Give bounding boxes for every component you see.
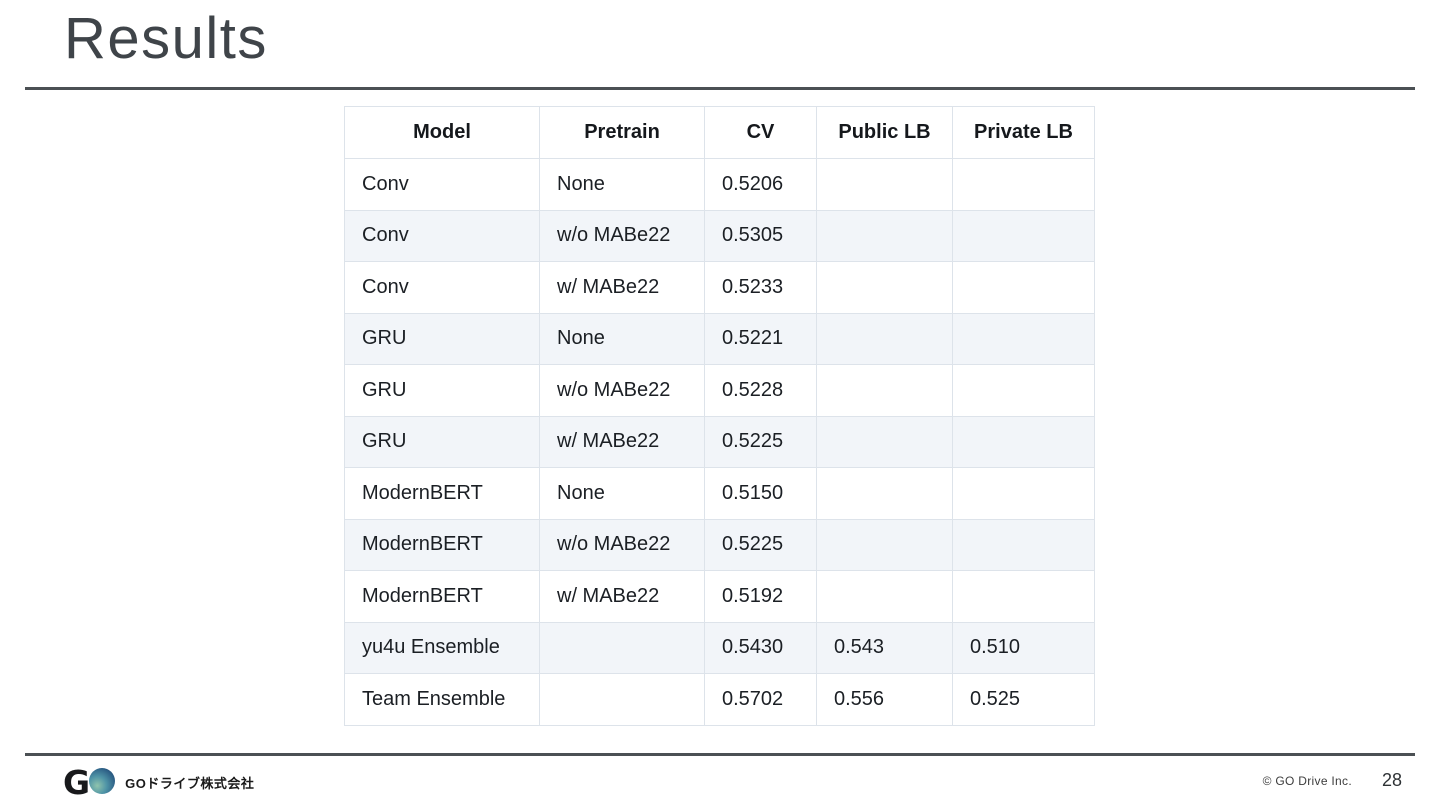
cell-pretrain: None — [539, 158, 705, 211]
cell-public-lb — [816, 261, 953, 314]
column-header-model: Model — [344, 106, 540, 159]
cell-public-lb: 0.543 — [816, 621, 953, 674]
cell-cv: 0.5430 — [704, 621, 817, 674]
cell-model: GRU — [344, 364, 540, 417]
cell-private-lb — [952, 209, 1095, 262]
cell-public-lb — [816, 364, 953, 417]
column-header-pretrain: Pretrain — [539, 106, 705, 159]
cell-cv: 0.5702 — [704, 673, 817, 726]
cell-model: yu4u Ensemble — [344, 621, 540, 674]
table-header-row: Model Pretrain CV Public LB Private LB — [344, 106, 1095, 159]
table-row: Team Ensemble 0.5702 0.556 0.525 — [344, 673, 1095, 726]
cell-public-lb — [816, 467, 953, 520]
cell-private-lb — [952, 364, 1095, 417]
footer-right: © GO Drive Inc. 28 — [1263, 770, 1402, 791]
cell-private-lb — [952, 570, 1095, 623]
cell-pretrain — [539, 621, 705, 674]
cell-model: ModernBERT — [344, 518, 540, 571]
cell-private-lb — [952, 467, 1095, 520]
cell-model: Conv — [344, 261, 540, 314]
footer-company-name: GOドライブ株式会社 — [125, 776, 255, 791]
column-header-cv: CV — [704, 106, 817, 159]
cell-pretrain — [539, 673, 705, 726]
cell-pretrain: None — [539, 467, 705, 520]
cell-public-lb — [816, 312, 953, 365]
cell-model: Conv — [344, 158, 540, 211]
cell-cv: 0.5150 — [704, 467, 817, 520]
cell-cv: 0.5221 — [704, 312, 817, 365]
globe-icon — [89, 768, 116, 794]
table-row: Conv w/o MABe22 0.5305 — [344, 209, 1095, 262]
cell-private-lb — [952, 415, 1095, 468]
cell-cv: 0.5228 — [704, 364, 817, 417]
results-table: Model Pretrain CV Public LB Private LB Conv N… — [344, 106, 1095, 726]
table-body: Conv None 0.5206 Conv w/o MABe22 0.5305 Conv w/… — [344, 158, 1095, 726]
cell-public-lb — [816, 518, 953, 571]
cell-public-lb — [816, 570, 953, 623]
page-number: 28 — [1381, 770, 1402, 790]
cell-private-lb: 0.525 — [952, 673, 1095, 726]
copyright-text: © GO Drive Inc. — [1262, 773, 1352, 788]
column-header-public-lb: Public LB — [816, 106, 953, 159]
table-row: Conv w/ MABe22 0.5233 — [344, 261, 1095, 314]
cell-pretrain: w/ MABe22 — [539, 415, 705, 468]
go-logo: G — [63, 763, 116, 802]
table-row: ModernBERT None 0.5150 — [344, 467, 1095, 520]
footer-left: G GOドライブ株式会社 — [63, 766, 254, 799]
cell-cv: 0.5225 — [704, 518, 817, 571]
cell-public-lb: 0.556 — [816, 673, 953, 726]
cell-cv: 0.5305 — [704, 209, 817, 262]
cell-model: Conv — [344, 209, 540, 262]
cell-pretrain: w/o MABe22 — [539, 209, 705, 262]
cell-pretrain: w/ MABe22 — [539, 261, 705, 314]
table-row: GRU None 0.5221 — [344, 312, 1095, 365]
table-row: yu4u Ensemble 0.5430 0.543 0.510 — [344, 621, 1095, 674]
cell-pretrain: w/o MABe22 — [539, 518, 705, 571]
cell-public-lb — [816, 415, 953, 468]
cell-cv: 0.5225 — [704, 415, 817, 468]
table-row: Conv None 0.5206 — [344, 158, 1095, 211]
table-row: ModernBERT w/ MABe22 0.5192 — [344, 570, 1095, 623]
cell-cv: 0.5233 — [704, 261, 817, 314]
column-header-private-lb: Private LB — [952, 106, 1095, 159]
cell-private-lb — [952, 158, 1095, 211]
cell-pretrain: None — [539, 312, 705, 365]
cell-model: GRU — [344, 312, 540, 365]
cell-model: GRU — [344, 415, 540, 468]
cell-private-lb — [952, 261, 1095, 314]
cell-model: ModernBERT — [344, 570, 540, 623]
page-title: Results — [64, 6, 268, 71]
cell-private-lb — [952, 312, 1095, 365]
cell-model: Team Ensemble — [344, 673, 540, 726]
table-row: GRU w/ MABe22 0.5225 — [344, 415, 1095, 468]
footer-divider — [25, 753, 1415, 756]
cell-pretrain: w/o MABe22 — [539, 364, 705, 417]
cell-cv: 0.5192 — [704, 570, 817, 623]
title-divider — [25, 87, 1415, 90]
cell-private-lb — [952, 518, 1095, 571]
table-row: GRU w/o MABe22 0.5228 — [344, 364, 1095, 417]
cell-cv: 0.5206 — [704, 158, 817, 211]
go-logo-letter: G — [63, 763, 90, 802]
table-row: ModernBERT w/o MABe22 0.5225 — [344, 518, 1095, 571]
cell-public-lb — [816, 158, 953, 211]
cell-public-lb — [816, 209, 953, 262]
cell-model: ModernBERT — [344, 467, 540, 520]
cell-pretrain: w/ MABe22 — [539, 570, 705, 623]
cell-private-lb: 0.510 — [952, 621, 1095, 674]
